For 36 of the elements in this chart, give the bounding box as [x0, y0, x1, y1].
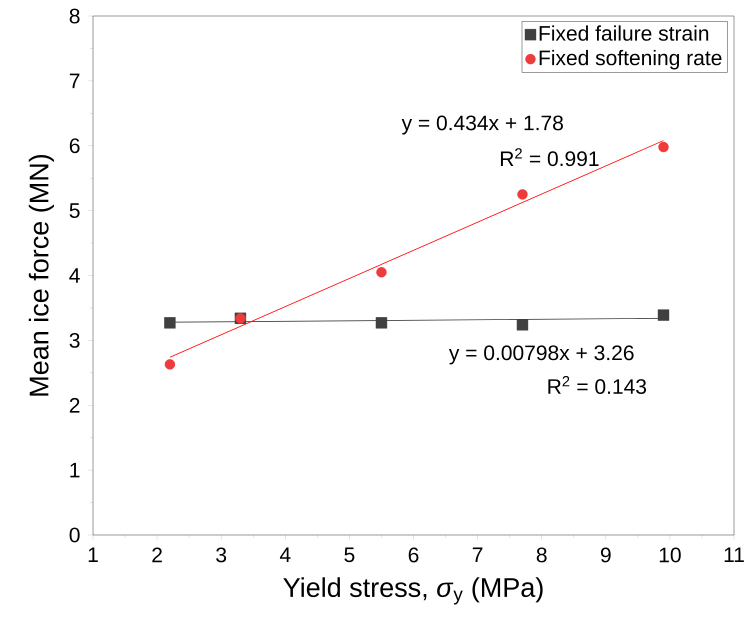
x-tick-label: 5	[344, 548, 354, 562]
y-tick-label: 3	[70, 332, 80, 348]
y-tick-label: 5	[70, 203, 80, 218]
x-axis-title: Yield stress, σ$_{y}$ (MPa)	[283, 577, 543, 604]
x-tick-label: 1	[88, 548, 98, 562]
point	[376, 317, 388, 329]
annotation: y = 0.00798x + 3.26	[448, 345, 634, 364]
y-tick-label: 1	[70, 462, 80, 478]
y-tick-label: 6	[70, 138, 80, 154]
y-tick-label: 7	[70, 74, 80, 88]
y-axis-title: Mean ice force (MN)	[28, 154, 54, 396]
point	[164, 317, 176, 329]
annotation: R$^{2}$ = 0.991	[500, 148, 599, 166]
x-tick-label: 2	[152, 548, 162, 562]
y-tick-label: 8	[70, 8, 80, 24]
x-tick-label: 9	[600, 548, 611, 562]
point	[517, 189, 528, 200]
y-tick-label: 0	[70, 528, 80, 542]
y-tick-label: 2	[70, 398, 80, 413]
x-tick-label: 4	[280, 548, 291, 562]
x-tick-label: 10	[660, 548, 681, 562]
annotation: R$^{2}$ = 0.143	[548, 376, 646, 394]
x-tick-label: 7	[472, 548, 482, 562]
x-tick-label: 3	[216, 548, 226, 562]
point	[376, 267, 387, 278]
point	[658, 142, 669, 152]
point	[164, 359, 176, 370]
point	[516, 319, 528, 331]
legend-label: Fixed softening rate	[540, 50, 722, 70]
annotation: y = 0.434x + 1.78	[402, 115, 563, 135]
x-tick-label: 6	[408, 548, 418, 562]
x-tick-label: 11	[724, 548, 744, 562]
y-tick-label: 4	[69, 268, 80, 283]
legend-label: Fixed failure strain	[540, 25, 708, 41]
point	[658, 309, 670, 321]
x-tick-label: 8	[536, 548, 547, 562]
